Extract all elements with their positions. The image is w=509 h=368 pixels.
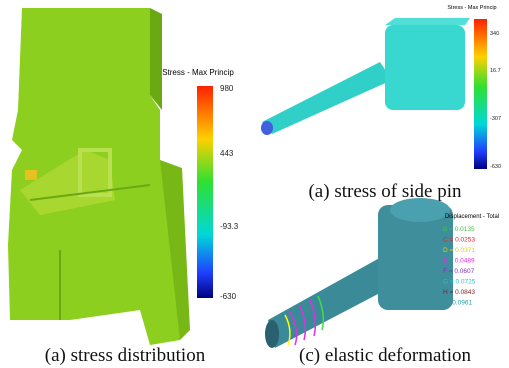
colorbar-title: Stress - Max Princip <box>162 68 234 77</box>
legend-entry: D = 0.0371 <box>443 247 475 254</box>
colorbar-tick: 980 <box>220 84 234 93</box>
legend-entry: E = 0.0489 <box>443 258 475 265</box>
colorbar-tick: -630 <box>220 292 237 301</box>
colorbar-tick: -307 <box>490 116 501 122</box>
legend-entry: C = 0.0253 <box>443 237 475 244</box>
colorbar-tick: 16.7 <box>490 68 501 74</box>
legend-entry: F = 0.0607 <box>443 268 475 275</box>
colorbar <box>474 19 487 169</box>
side-pin-model <box>261 18 470 135</box>
caption: (c) elastic deformation <box>299 345 471 366</box>
colorbar-tick: 340 <box>490 31 499 37</box>
legend-entry: I = 0.0961 <box>443 300 472 307</box>
caption: (a) stress of side pin <box>308 181 462 202</box>
caption: (a) stress distribution <box>45 345 206 366</box>
legend-entry: B = 0.0135 <box>443 226 475 233</box>
colorbar-tick: -630 <box>490 164 501 170</box>
figure: Stress - Max Princip 980 443 -93.3 -630 … <box>0 0 509 368</box>
deformation-model <box>265 198 453 348</box>
colorbar <box>197 86 213 298</box>
page: {"panels": [ {"colorbar_title": "Stress … <box>0 0 509 368</box>
legend-title: Displacement - Total <box>445 214 499 220</box>
legend-entry: H = 0.0843 <box>443 289 475 296</box>
colorbar-tick: 443 <box>220 149 234 158</box>
colorbar-tick: -93.3 <box>220 222 239 231</box>
stress-model <box>8 8 190 345</box>
legend-entry: G = 0.0725 <box>443 279 476 286</box>
colorbar-title: Stress - Max Princip <box>447 5 496 11</box>
